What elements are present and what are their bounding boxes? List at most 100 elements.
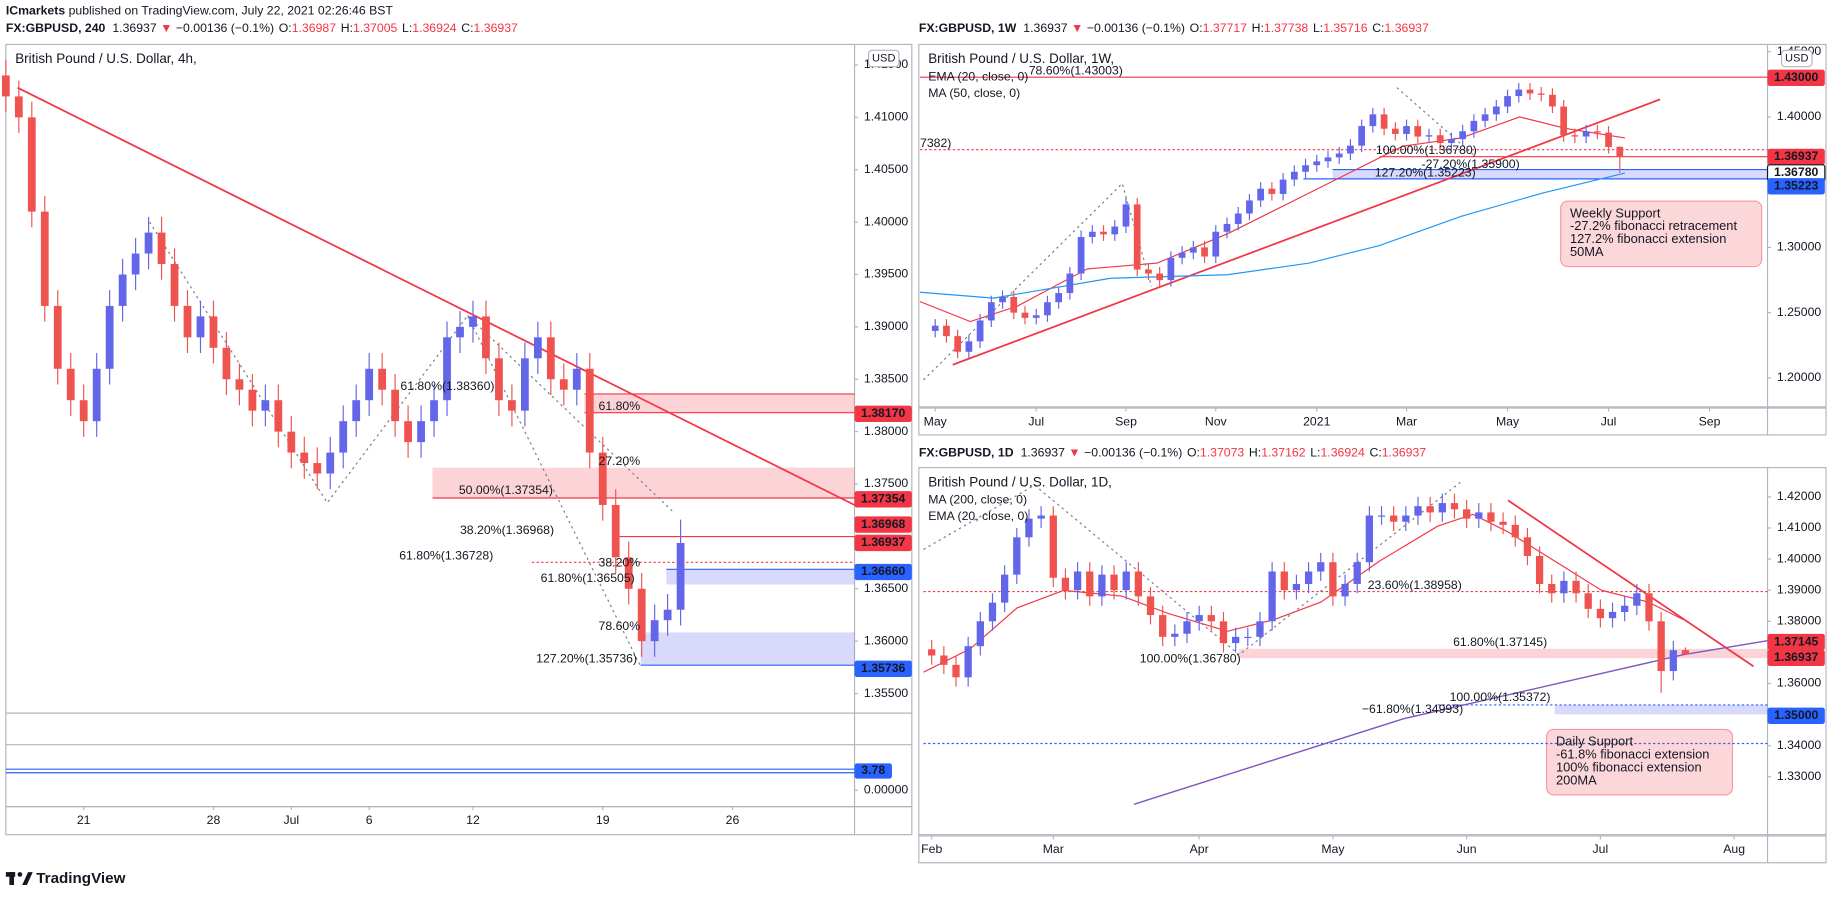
logo-part xyxy=(9,872,15,885)
fib-label: 23.60%(1.38958) xyxy=(1368,578,1462,592)
indicator-legend: MA (50, close, 0) xyxy=(928,86,1020,100)
currency-label: USD xyxy=(872,52,895,64)
y-tick-label: 1.42000 xyxy=(1777,489,1822,503)
candle-body xyxy=(365,368,374,401)
candle-body xyxy=(352,400,361,422)
x-tick-label: Apr xyxy=(1190,842,1209,856)
candle-body xyxy=(1657,621,1665,672)
candle-body xyxy=(274,400,283,432)
y-tick-label: 1.38000 xyxy=(864,424,909,438)
candle-body xyxy=(1304,571,1313,584)
fib-label: 38.20% xyxy=(599,556,641,570)
candle-body xyxy=(1605,132,1612,147)
candle-body xyxy=(1369,114,1377,127)
candle-body xyxy=(1353,562,1361,584)
header-change: −0.00136 (−0.1%) xyxy=(1087,21,1185,35)
publish-line: ICmarkets published on TradingView.com, … xyxy=(6,4,394,18)
y-tick-label: 1.37500 xyxy=(864,476,909,490)
candle-body xyxy=(1145,269,1152,274)
candle-body xyxy=(598,452,607,505)
header-ohlc-value: 1.37005 xyxy=(353,21,398,35)
candle-body xyxy=(1572,580,1580,594)
candle-body xyxy=(533,337,542,359)
candle-body xyxy=(1549,94,1556,107)
price-tag-label: 1.36660 xyxy=(861,564,906,578)
candle-body xyxy=(1146,596,1155,616)
candle-body xyxy=(1122,204,1130,227)
callout-text: 50MA xyxy=(1570,244,1604,259)
currency-badge xyxy=(1780,49,1813,68)
candle-body xyxy=(964,646,972,678)
callout-text: Weekly Support xyxy=(1570,205,1661,220)
header-ohlc-value: 1.35716 xyxy=(1323,21,1368,35)
candle-body xyxy=(1645,593,1653,622)
price-tag xyxy=(1767,69,1825,87)
candle-body xyxy=(954,336,962,352)
candle-body xyxy=(40,211,49,306)
candle-body xyxy=(1582,131,1590,137)
y-tick-label: 1.35500 xyxy=(864,686,909,700)
level-zone xyxy=(1332,169,1768,179)
candle-body xyxy=(1511,524,1519,538)
candle-body xyxy=(66,368,75,401)
candle-body xyxy=(1593,131,1601,133)
candle-body xyxy=(1086,571,1094,597)
candle-body xyxy=(1246,200,1253,214)
y-tick-label: 1.20000 xyxy=(1777,370,1822,384)
header-arrow: ▼ xyxy=(160,21,172,35)
candle-body xyxy=(1257,188,1265,201)
candle-body xyxy=(27,117,36,212)
x-tick-label: 12 xyxy=(466,813,480,827)
price-tag xyxy=(1767,178,1825,195)
y-tick-label: 1.39000 xyxy=(864,319,909,333)
y-tick-label: 1.36000 xyxy=(1777,676,1822,690)
level-zone xyxy=(1239,648,1768,659)
header-ohlc-value: 1.36937 xyxy=(474,21,519,35)
candle-body xyxy=(1025,518,1033,538)
candle-body xyxy=(999,296,1006,303)
candle-body xyxy=(14,96,23,118)
x-tick-label: Jul xyxy=(1593,842,1609,856)
candle-body xyxy=(1438,503,1446,513)
candle-body xyxy=(482,316,490,359)
logo-part xyxy=(17,872,23,877)
candle-body xyxy=(1167,257,1175,281)
candle-body xyxy=(1681,650,1690,655)
candle-body xyxy=(300,452,309,464)
x-tick-label: Sep xyxy=(1699,414,1721,428)
candle-body xyxy=(391,389,400,422)
candle-body xyxy=(559,379,568,390)
candle-body xyxy=(976,621,984,647)
price-tag xyxy=(1767,707,1825,724)
candle-body xyxy=(1195,615,1203,622)
candle-body xyxy=(1475,512,1483,519)
price-tag-label: 1.36937 xyxy=(861,535,906,549)
candle-body xyxy=(1425,135,1433,137)
candle-body xyxy=(326,452,335,474)
candle-body xyxy=(1207,615,1215,622)
drawing-line xyxy=(1133,639,1768,805)
candle-body xyxy=(520,358,529,411)
candle-body xyxy=(1171,633,1179,637)
callout-text: Daily Support xyxy=(1556,734,1634,749)
x-tick-label: Nov xyxy=(1205,414,1228,428)
indicator-tag xyxy=(854,763,892,779)
publisher: ICmarkets xyxy=(6,4,65,18)
header-ohlc-value: 1.36924 xyxy=(1320,446,1365,460)
currency-label: USD xyxy=(1785,52,1808,64)
header-ohlc-key: H: xyxy=(1252,21,1264,35)
x-tick-label: May xyxy=(924,414,948,428)
candle-body xyxy=(1403,126,1410,134)
indicator-legend: EMA (20, close, 0) xyxy=(928,509,1028,523)
candle-body xyxy=(1347,145,1354,154)
candle-body xyxy=(170,264,179,306)
currency-badge xyxy=(867,49,900,68)
candle-body xyxy=(676,542,685,610)
indicator-legend: EMA (20, close, 0) xyxy=(928,69,1028,83)
chart-header: FX:GBPUSD, 240 1.36937 ▼ −0.00136 (−0.1%) O:… xyxy=(6,21,518,35)
candle-body xyxy=(105,305,114,369)
candle-body xyxy=(1122,571,1130,591)
candle-body xyxy=(1450,503,1459,510)
fib-label: 100.00%(1.35372) xyxy=(1450,690,1551,704)
fib-label: 61.80%(1.37145) xyxy=(1453,635,1547,649)
